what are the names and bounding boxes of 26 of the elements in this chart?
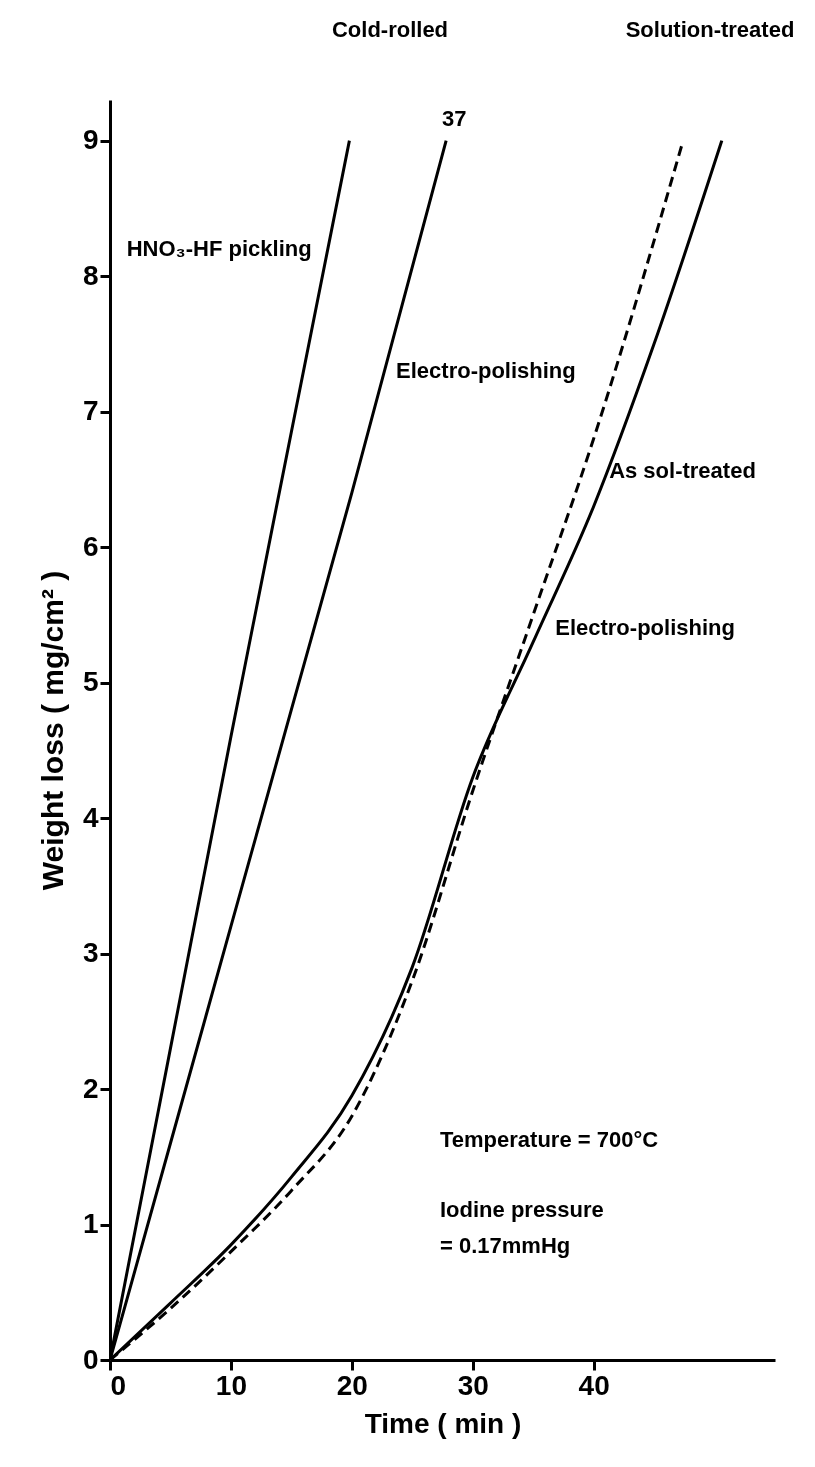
y-tick-label: 2 [82, 1072, 99, 1104]
annotation: Temperature = 700°C [440, 1127, 659, 1152]
x-tick-label: 30 [457, 1369, 489, 1401]
x-tick-label: 10 [215, 1369, 247, 1401]
annotation: Electro-polishing [555, 615, 735, 641]
annotation: Electro-polishing [396, 357, 576, 383]
y-tick-label: 9 [82, 124, 99, 156]
x-axis-title: Time ( min ) [364, 1407, 522, 1439]
x-tick-label: 20 [336, 1369, 368, 1401]
y-tick-label: 6 [82, 530, 99, 562]
y-axis-title: Weight loss ( mg/cm² ) [35, 570, 69, 891]
y-tick-label: 1 [82, 1208, 99, 1240]
y-tick-label: 8 [82, 259, 99, 291]
annotation: Iodine pressure = 0.17mmHg [440, 1197, 604, 1258]
y-tick-label: 7 [82, 395, 99, 427]
x-tick-label: 0 [110, 1369, 127, 1401]
y-tick-label: 4 [82, 801, 99, 833]
y-tick-label: 3 [82, 937, 99, 969]
text: Solution-treated [625, 17, 795, 42]
text: Cold-rolled [331, 17, 449, 42]
y-tick-label: 0 [82, 1343, 99, 1375]
annotation: HNO₃-HF pickling [126, 236, 312, 262]
annotation: 37 [441, 105, 467, 131]
y-tick-label: 5 [82, 666, 99, 698]
annotation: As sol-treated [609, 458, 756, 484]
x-tick-label: 40 [578, 1369, 610, 1401]
